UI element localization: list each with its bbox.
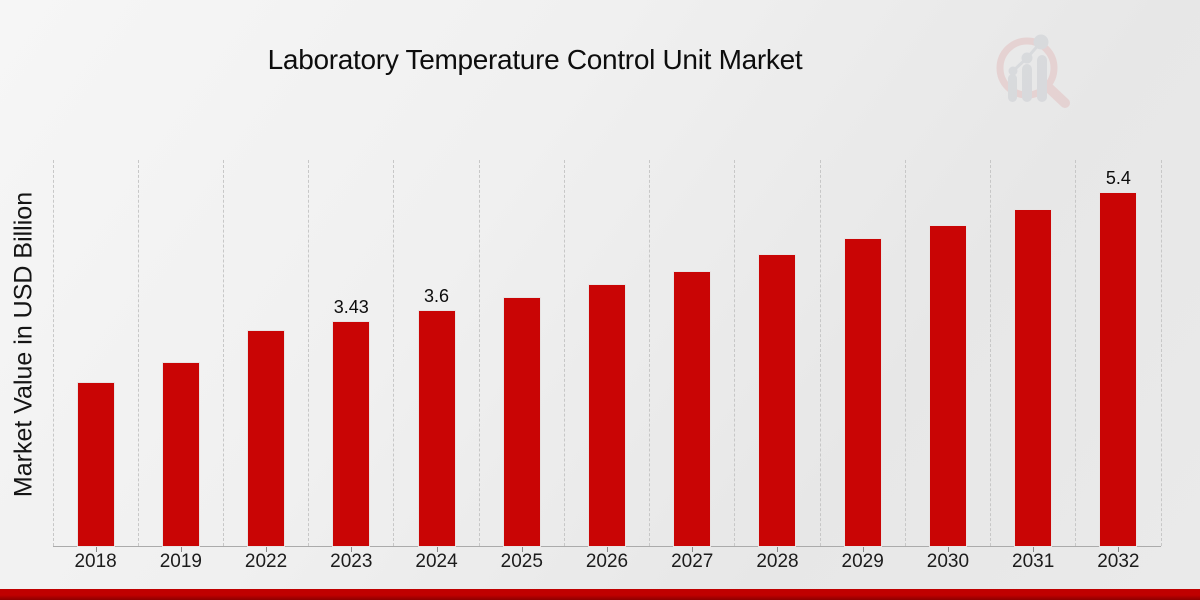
gridline [308, 160, 310, 546]
x-tick-2018 [95, 547, 97, 552]
bar-2032 [1100, 193, 1137, 546]
x-tick-label-2031: 2031 [1012, 551, 1055, 572]
x-tick-label-2024: 2024 [415, 551, 458, 572]
gridline [1160, 160, 1162, 546]
bar-value-label-2024: 3.6 [424, 286, 450, 306]
gridline [222, 160, 224, 546]
chart-title: Laboratory Temperature Control Unit Mark… [267, 44, 803, 75]
x-tick-2019 [180, 547, 182, 552]
bar-2025 [503, 298, 540, 546]
bar-2019 [162, 363, 199, 546]
gridline [649, 160, 651, 546]
gridline [734, 160, 736, 546]
bar-2031 [1015, 210, 1052, 546]
magnifier-handle [1044, 83, 1070, 108]
x-tick-2031 [1033, 547, 1035, 552]
x-tick-label-2018: 2018 [74, 551, 117, 572]
gridline [52, 160, 54, 546]
x-tick-label-2022: 2022 [244, 551, 288, 572]
magnifier-bar-chart-logo [996, 34, 1070, 108]
bar-2026 [589, 285, 625, 546]
x-tick-label-2030: 2030 [926, 551, 970, 572]
gridline [819, 160, 821, 546]
gridline [990, 160, 992, 546]
bar-2030 [929, 226, 966, 546]
gridline [393, 160, 395, 546]
x-tick-label-2032: 2032 [1097, 551, 1140, 572]
logo-bars [1008, 55, 1047, 102]
x-tick-2029 [862, 547, 864, 552]
bar-2024 [418, 311, 455, 546]
logo-trend-dots [1008, 34, 1049, 76]
x-tick-2028 [777, 547, 779, 552]
x-tick-label-2029: 2029 [841, 551, 884, 572]
bar-value-label-2032: 5.4 [1105, 168, 1131, 188]
x-tick-2025 [521, 547, 523, 552]
x-tick-2030 [947, 547, 949, 552]
x-tick-2027 [692, 547, 694, 552]
bar-2022 [248, 331, 285, 546]
gridline [478, 160, 480, 546]
footer-accent-bar [0, 589, 1200, 600]
bar-2028 [759, 255, 796, 546]
x-tick-2024 [436, 547, 438, 552]
x-tick-label-2027: 2027 [671, 551, 714, 572]
x-tick-label-2023: 2023 [330, 551, 373, 572]
gridline [137, 160, 139, 546]
x-tick-2032 [1118, 547, 1120, 552]
x-tick-2022 [266, 547, 268, 552]
bar-2027 [674, 272, 711, 546]
gridline [563, 160, 565, 546]
gridline [904, 160, 906, 546]
bar-value-label-2023: 3.43 [333, 297, 369, 317]
gridline [1075, 160, 1077, 546]
x-axis-line [53, 546, 1161, 547]
bar-2029 [844, 239, 881, 546]
bar-2023 [333, 322, 370, 546]
x-tick-2023 [351, 547, 353, 552]
x-tick-label-2025: 2025 [500, 551, 543, 572]
x-tick-label-2026: 2026 [585, 551, 629, 572]
x-tick-label-2019: 2019 [159, 551, 202, 572]
x-tick-2026 [607, 547, 608, 552]
bar-2018 [77, 383, 114, 546]
x-tick-label-2028: 2028 [756, 551, 799, 572]
